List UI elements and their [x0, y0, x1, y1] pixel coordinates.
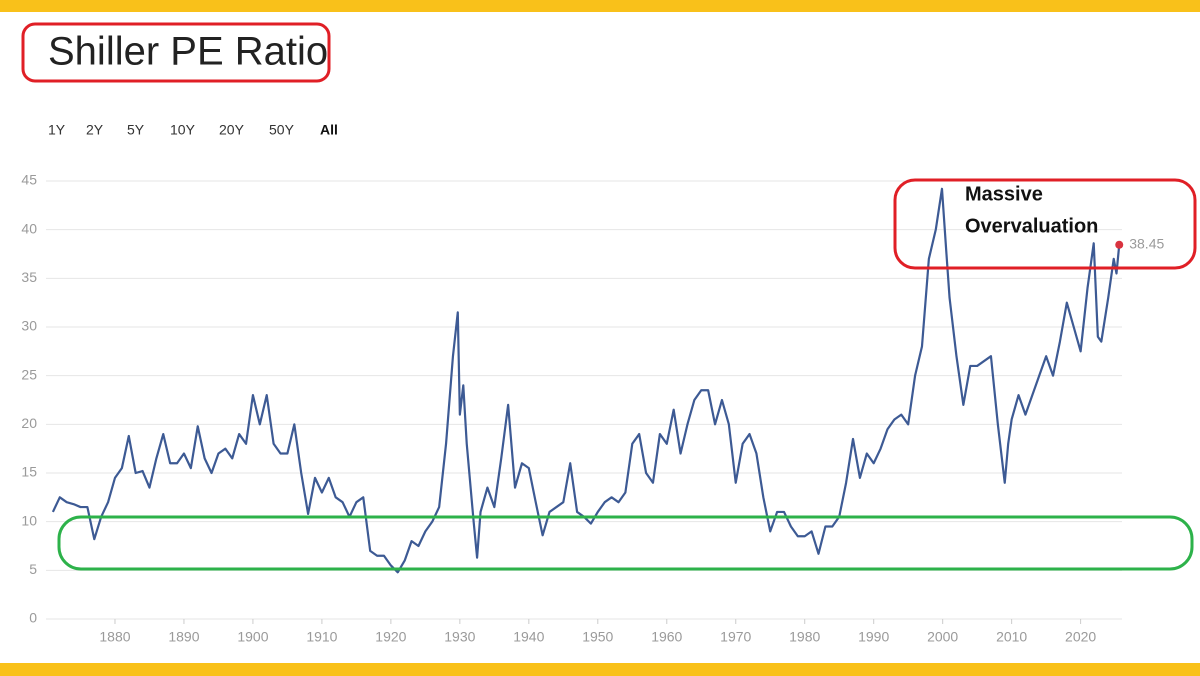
x-tick-label: 1940 — [513, 629, 544, 645]
y-tick-label: 5 — [29, 561, 37, 577]
range-buttons: 1Y 2Y 5Y 10Y 20Y 50Y All — [48, 122, 338, 138]
bottom-border — [0, 663, 1200, 676]
top-border — [0, 0, 1200, 12]
x-tick-label: 1880 — [99, 629, 130, 645]
x-tick-label: 1910 — [306, 629, 337, 645]
low-valuation-highlight — [57, 515, 1194, 571]
x-tick-label: 1960 — [651, 629, 682, 645]
x-tick-label: 1950 — [582, 629, 613, 645]
y-tick-label: 20 — [21, 415, 37, 431]
line — [51, 187, 1121, 574]
high-valuation-highlight — [893, 178, 1197, 270]
value-label: 38.45 — [1129, 235, 1164, 251]
x-tick-label: 2000 — [927, 629, 958, 645]
y-tick-label: 30 — [21, 318, 37, 334]
annotation: Massive — [965, 183, 1043, 205]
title-highlight — [21, 22, 331, 83]
range-button[interactable]: 5Y — [127, 122, 145, 138]
x-tick-label: 1970 — [720, 629, 751, 645]
x-tick-label: 2020 — [1065, 629, 1096, 645]
x-tick-label: 1980 — [789, 629, 820, 645]
y-tick-label: 10 — [21, 512, 37, 528]
y-tick-label: 0 — [29, 610, 37, 626]
annotation: Overvaluation — [965, 215, 1098, 237]
range-button[interactable]: 10Y — [170, 122, 196, 138]
y-tick-label: 25 — [21, 366, 37, 382]
x-tick-label: 1990 — [858, 629, 889, 645]
range-button[interactable]: 50Y — [269, 122, 295, 138]
plot: 38.45 — [51, 187, 1164, 574]
x-tick-label: 2010 — [996, 629, 1027, 645]
chart-title: Shiller PE Ratio — [48, 30, 328, 74]
y-tick-label: 35 — [21, 269, 37, 285]
range-button[interactable]: All — [320, 122, 338, 138]
x-tick-label: 1900 — [237, 629, 268, 645]
grid: 0 5 10 15 20 25 30 35 40 45 1880 1890 1900 1910 1920 19… — [21, 172, 1122, 645]
range-button[interactable]: 20Y — [219, 122, 245, 138]
range-button[interactable]: 1Y — [48, 122, 66, 138]
range-button[interactable]: 2Y — [86, 122, 104, 138]
x-tick-label: 1920 — [375, 629, 406, 645]
x-tick-label: 1930 — [444, 629, 475, 645]
y-tick-label: 15 — [21, 464, 37, 480]
y-tick-label: 40 — [21, 220, 37, 236]
x-tick-label: 1890 — [168, 629, 199, 645]
y-tick-label: 45 — [21, 172, 37, 188]
end-marker — [1115, 240, 1124, 249]
